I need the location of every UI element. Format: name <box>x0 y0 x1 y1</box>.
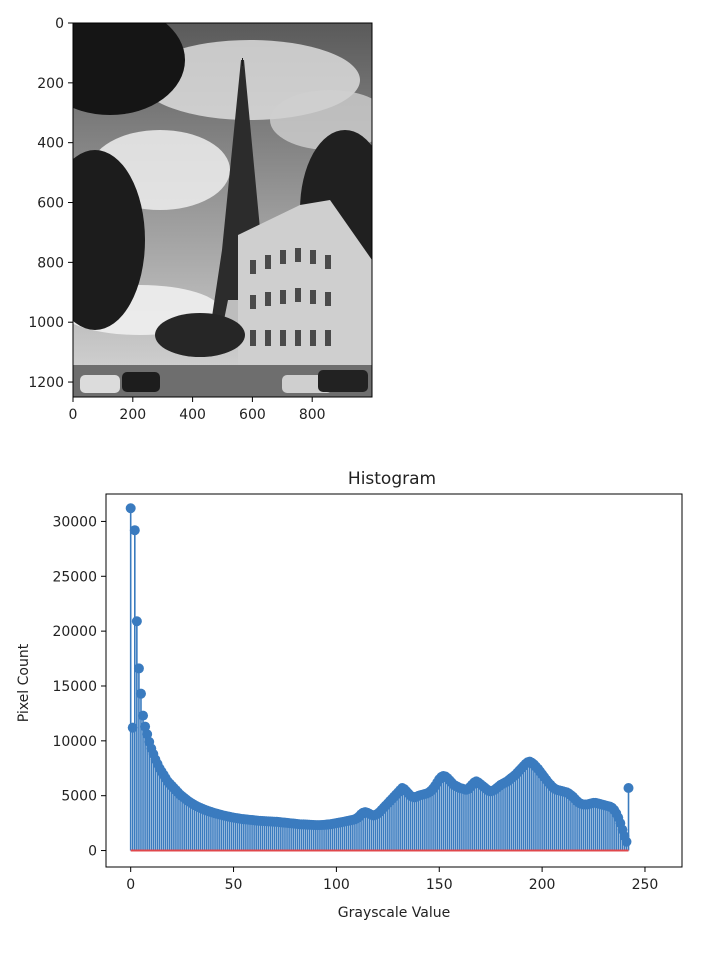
hist-x-tick-label: 0 <box>126 877 135 893</box>
image-y-ticks: 0 200 400 600 800 1000 1200 <box>28 16 73 391</box>
hist-y-tick-label: 5000 <box>61 789 97 805</box>
stem-marker <box>127 722 138 733</box>
hist-y-tick-label: 20000 <box>52 624 97 640</box>
image-y-tick-label: 0 <box>55 16 64 32</box>
image-y-tick-label: 600 <box>37 196 64 212</box>
hist-y-ticks: 0 5000 10000 15000 20000 25000 30000 <box>52 514 106 860</box>
hist-y-tick-label: 10000 <box>52 734 97 750</box>
image-x-tick-label: 0 <box>69 407 78 423</box>
stem-marker <box>138 710 149 721</box>
stem-marker <box>129 525 140 536</box>
stem-marker <box>623 783 634 794</box>
plot-frame <box>105 493 683 868</box>
y-axis-label: Pixel Count <box>16 643 32 722</box>
hist-x-ticks: 0 50 100 150 200 250 <box>126 867 658 893</box>
image-y-tick-label: 800 <box>37 255 64 271</box>
image-y-tick-label: 1200 <box>28 375 64 391</box>
hist-y-tick-label: 0 <box>88 844 97 860</box>
hist-y-tick-label: 30000 <box>52 514 97 530</box>
photo <box>73 23 372 397</box>
image-y-tick-label: 400 <box>37 136 64 152</box>
image-y-tick-label: 1000 <box>28 315 64 331</box>
stem-marker <box>142 729 153 740</box>
hist-x-tick-label: 50 <box>225 877 243 893</box>
hist-x-tick-label: 250 <box>632 877 659 893</box>
hist-y-tick-label: 25000 <box>52 569 97 585</box>
hist-x-tick-label: 150 <box>426 877 453 893</box>
image-x-tick-label: 200 <box>119 407 146 423</box>
hist-x-tick-label: 200 <box>529 877 556 893</box>
stem-marker <box>621 836 632 847</box>
hist-x-tick-label: 100 <box>323 877 350 893</box>
stem-marker <box>135 688 146 699</box>
image-x-tick-label: 400 <box>179 407 206 423</box>
image-x-ticks: 0 200 400 600 800 <box>69 397 326 423</box>
image-y-tick-label: 200 <box>37 76 64 92</box>
stem-marker <box>133 663 144 674</box>
image-panel: 0 200 400 600 800 0 200 400 600 800 1000 1200 <box>28 16 373 423</box>
histogram-panel: Histogram 0 50 100 150 200 250 0 5000 10000 1500… <box>16 469 683 921</box>
stem-marker <box>125 503 136 514</box>
image-x-tick-label: 800 <box>299 407 326 423</box>
chart-title: Histogram <box>348 469 436 489</box>
image-x-tick-label: 600 <box>239 407 266 423</box>
stem-marker <box>131 616 142 627</box>
stem-marker <box>140 721 151 732</box>
histogram-stems <box>125 503 634 852</box>
hist-y-tick-label: 15000 <box>52 679 97 695</box>
x-axis-label: Grayscale Value <box>338 905 450 921</box>
